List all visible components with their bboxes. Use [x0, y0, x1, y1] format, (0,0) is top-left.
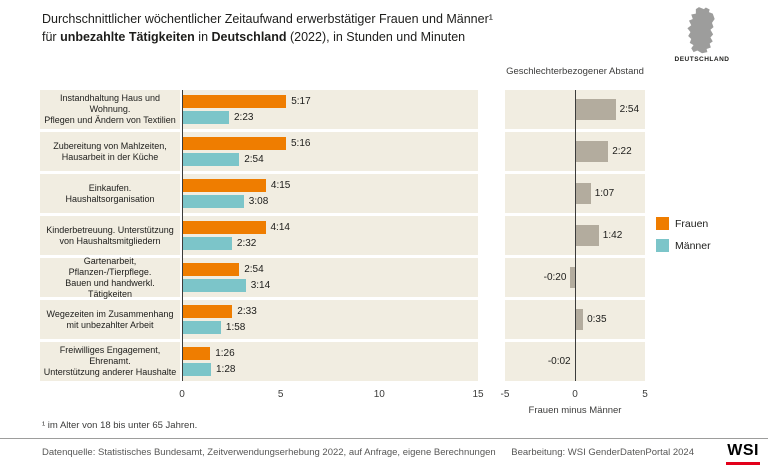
row-band: 1:26 1:28 — [182, 342, 478, 381]
bar-value-label: 2:23 — [234, 112, 254, 123]
legend-item-frauen: Frauen — [656, 217, 711, 230]
category-label: Kinderbetreuung. Unterstützung von Hausha… — [40, 216, 180, 255]
gap-bar — [575, 183, 591, 204]
gap-bar — [575, 225, 599, 246]
country-label: DEUTSCHLAND — [674, 56, 730, 63]
row-band: 2:54 3:14 — [182, 258, 478, 297]
gap-bar — [575, 309, 584, 330]
legend: Frauen Männer — [656, 217, 711, 261]
category-label: Instandhaltung Haus und Wohnung. Pflegen … — [40, 90, 180, 129]
axis-tick-label: 0 — [179, 389, 185, 400]
gap-value-label: 1:07 — [594, 188, 615, 199]
gap-chart-plot: 2:54 2:22 1:07 1:42 -0:20 0:35 -0:02 — [505, 90, 645, 381]
gap-value-label: 2:54 — [619, 104, 640, 115]
bar-value-label: 2:32 — [236, 238, 257, 249]
maenner-bar — [182, 237, 232, 250]
maenner-bar — [182, 279, 246, 292]
axis-tick-label: 5 — [277, 389, 284, 400]
maenner-bar — [182, 321, 221, 334]
wsi-logo: WSI — [726, 442, 760, 465]
frauen-bar — [182, 95, 287, 108]
title-text: in — [194, 30, 212, 44]
bar-value-label: 2:54 — [244, 264, 264, 275]
bar-value-label: 2:54 — [244, 154, 264, 165]
row-band: 4:15 3:08 — [182, 174, 478, 213]
gap-bar — [570, 267, 575, 288]
maenner-bar — [182, 153, 240, 166]
gap-value-label: 2:22 — [612, 146, 632, 157]
axis-tick-label: 0 — [572, 389, 578, 400]
row-band: 5:17 2:23 — [182, 90, 478, 129]
frauen-bar — [182, 221, 266, 234]
maenner-color-swatch — [656, 239, 669, 252]
chart-title: Durchschnittlicher wöchentlicher Zeitauf… — [42, 10, 493, 46]
bar-value-label: 4:14 — [270, 222, 290, 233]
title-text: (2022), in Stunden und Minuten — [286, 30, 466, 44]
legend-label: Männer — [675, 239, 711, 252]
bar-value-label: 2:33 — [237, 306, 257, 317]
data-source: Datenquelle: Statistisches Bundesamt, Ze… — [42, 447, 496, 458]
germany-map-icon — [687, 7, 715, 54]
maenner-bar — [182, 363, 211, 376]
gap-bar — [575, 141, 609, 162]
category-label: Einkaufen. Haushaltsorganisation — [40, 174, 180, 213]
bar-value-label: 3:08 — [248, 196, 269, 207]
editing-credit: Bearbeitung: WSI GenderDatenPortal 2024 — [511, 447, 694, 458]
legend-item-maenner: Männer — [656, 239, 711, 252]
frauen-bar — [182, 263, 240, 276]
axis-tick-label: -5 — [500, 389, 510, 400]
title-bold-text: unbezahlte Tätigkeiten — [60, 30, 195, 44]
main-chart-plot: 5:17 2:23 5:16 2:54 4:15 3:08 4:14 2:32 2:54 3:14… — [182, 90, 478, 381]
bar-value-label: 4:15 — [270, 180, 291, 191]
category-label: Zubereitung von Mahlzeiten, Hausarbeit in… — [40, 132, 180, 171]
gap-axis-zero-line — [575, 90, 576, 381]
gap-chart-title: Geschlechterbezogener Abstand — [506, 66, 644, 77]
footer-divider — [0, 438, 768, 439]
frauen-bar — [182, 347, 211, 360]
gap-x-axis: -5 0 5 — [501, 389, 648, 401]
bar-value-label: 5:16 — [291, 138, 311, 149]
gap-value-label: -0:20 — [543, 272, 567, 283]
frauen-bar — [182, 179, 266, 192]
main-x-axis: 0 5 10 15 — [179, 389, 483, 401]
bar-value-label: 1:26 — [215, 348, 235, 359]
gap-x-axis-label: Frauen minus Männer — [528, 405, 622, 416]
category-label: Gartenarbeit, Pflanzen-/Tierpflege. Bauen… — [40, 256, 180, 299]
title-bold-text: Deutschland — [211, 30, 287, 44]
legend-label: Frauen — [675, 217, 709, 230]
bar-value-label: 1:58 — [225, 322, 246, 333]
row-band: 5:16 2:54 — [182, 132, 478, 171]
row-band: 2:33 1:58 — [182, 300, 478, 339]
country-badge: DEUTSCHLAND — [670, 6, 734, 63]
axis-tick-label: 15 — [472, 389, 484, 400]
category-labels: Instandhaltung Haus und Wohnung. Pflegen … — [40, 90, 180, 381]
frauen-bar — [182, 305, 233, 318]
maenner-bar — [182, 195, 244, 208]
bar-value-label: 1:28 — [216, 364, 236, 375]
axis-tick-label: 10 — [373, 389, 385, 400]
gap-value-label: 0:35 — [587, 314, 607, 325]
bar-value-label: 5:17 — [291, 96, 311, 107]
bar-value-label: 3:14 — [250, 280, 271, 291]
category-label: Wegezeiten im Zusammenhang mit unbezahlte… — [40, 300, 180, 339]
gap-bar — [575, 99, 616, 120]
axis-tick-label: 5 — [642, 389, 648, 400]
footnote: ¹ im Alter von 18 bis unter 65 Jahren. — [42, 420, 198, 431]
maenner-bar — [182, 111, 229, 124]
gap-value-label: 1:42 — [602, 230, 623, 241]
frauen-color-swatch — [656, 217, 669, 230]
gap-value-label: -0:02 — [547, 356, 571, 367]
main-axis-zero-line — [182, 90, 183, 381]
title-text: für — [42, 30, 61, 44]
category-label: Freiwilliges Engagement, Ehrenamt. Unters… — [40, 342, 180, 381]
frauen-bar — [182, 137, 286, 150]
chart-title-line1: Durchschnittlicher wöchentlicher Zeitauf… — [42, 12, 493, 26]
row-band: 4:14 2:32 — [182, 216, 478, 255]
chart-title-line2: für unbezahlte Tätigkeiten in Deutschlan… — [42, 28, 493, 46]
